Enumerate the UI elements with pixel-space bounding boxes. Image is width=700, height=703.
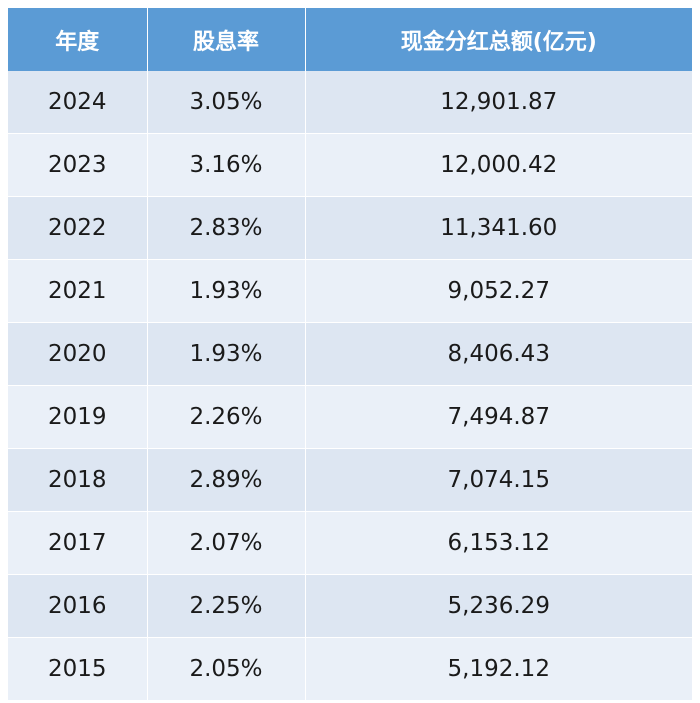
table-row: 2018 2.89% 7,074.15 [8,448,692,512]
table-row: 2023 3.16% 12,000.42 [8,133,692,197]
dividend-table-container: 年度 股息率 现金分红总额(亿元) 2024 3.05% 12,901.87 2… [8,8,692,701]
dividend-yield-cell: 3.05% [147,71,306,134]
total-dividend-cell: 6,153.12 [305,511,692,575]
table-row: 2021 1.93% 9,052.27 [8,259,692,323]
dividend-yield-cell: 1.93% [147,259,306,323]
total-dividend-cell: 11,341.60 [305,196,692,260]
column-header-total-cash-dividend: 现金分红总额(亿元) [305,8,692,71]
total-dividend-cell: 12,000.42 [305,133,692,197]
table-row: 2016 2.25% 5,236.29 [8,574,692,638]
year-cell: 2015 [8,637,148,701]
year-cell: 2017 [8,511,148,575]
dividend-table: 年度 股息率 现金分红总额(亿元) 2024 3.05% 12,901.87 2… [8,8,692,701]
total-dividend-cell: 7,074.15 [305,448,692,512]
year-cell: 2024 [8,71,148,134]
year-cell: 2019 [8,385,148,449]
table-header-row: 年度 股息率 现金分红总额(亿元) [8,8,692,71]
dividend-yield-cell: 2.07% [147,511,306,575]
total-dividend-cell: 5,192.12 [305,637,692,701]
total-dividend-cell: 7,494.87 [305,385,692,449]
table-row: 2017 2.07% 6,153.12 [8,511,692,575]
total-dividend-cell: 9,052.27 [305,259,692,323]
table-row: 2020 1.93% 8,406.43 [8,322,692,386]
column-header-year: 年度 [8,8,148,71]
table-row: 2024 3.05% 12,901.87 [8,71,692,134]
dividend-yield-cell: 2.26% [147,385,306,449]
year-cell: 2020 [8,322,148,386]
dividend-yield-cell: 3.16% [147,133,306,197]
dividend-yield-cell: 2.05% [147,637,306,701]
table-row: 2019 2.26% 7,494.87 [8,385,692,449]
column-header-dividend-yield: 股息率 [147,8,306,71]
total-dividend-cell: 8,406.43 [305,322,692,386]
dividend-yield-cell: 2.83% [147,196,306,260]
year-cell: 2021 [8,259,148,323]
table-row: 2022 2.83% 11,341.60 [8,196,692,260]
year-cell: 2023 [8,133,148,197]
dividend-yield-cell: 1.93% [147,322,306,386]
year-cell: 2018 [8,448,148,512]
table-row: 2015 2.05% 5,192.12 [8,637,692,701]
total-dividend-cell: 5,236.29 [305,574,692,638]
dividend-yield-cell: 2.89% [147,448,306,512]
year-cell: 2016 [8,574,148,638]
dividend-yield-cell: 2.25% [147,574,306,638]
year-cell: 2022 [8,196,148,260]
total-dividend-cell: 12,901.87 [305,71,692,134]
